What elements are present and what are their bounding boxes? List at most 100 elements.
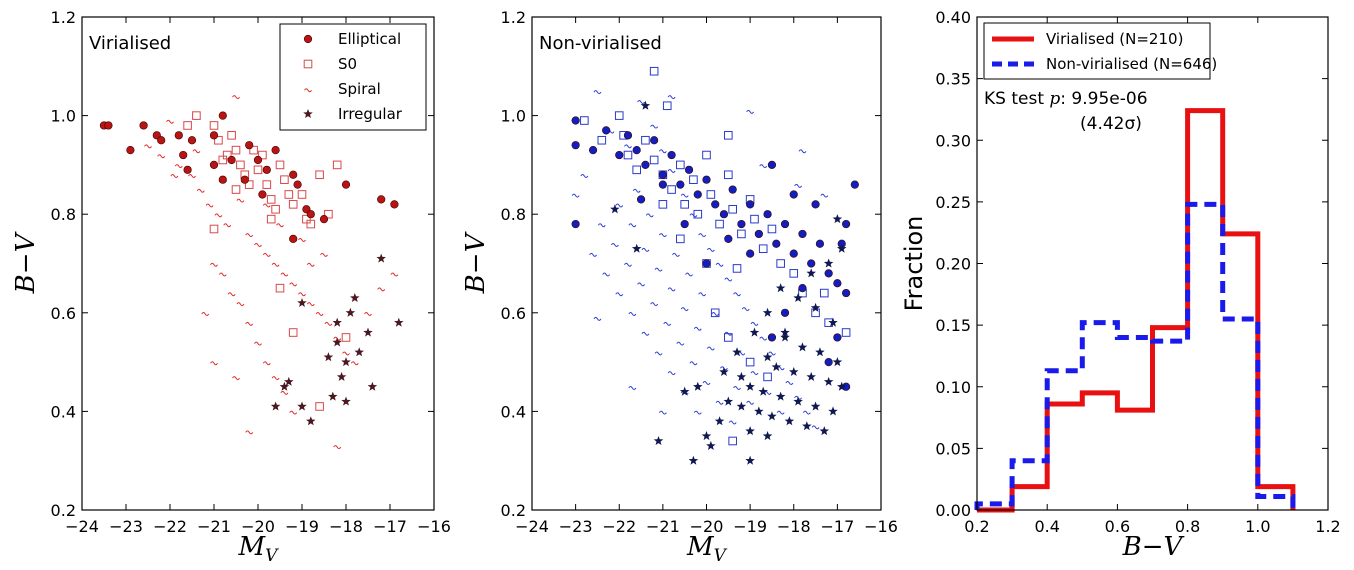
point-irregular	[341, 357, 351, 367]
legend: Elliptical S0 Spiral Irregular	[279, 23, 427, 131]
point-s0	[841, 328, 851, 337]
point-irregular	[354, 347, 364, 357]
point-s0	[641, 135, 650, 145]
point-spiral	[698, 233, 707, 238]
point-spiral	[628, 312, 637, 316]
point-s0	[676, 234, 685, 244]
point-elliptical	[667, 150, 676, 160]
point-spiral	[680, 193, 689, 198]
point-spiral	[624, 144, 632, 149]
point-spiral	[610, 242, 619, 247]
point-s0	[658, 200, 668, 209]
point-spiral	[289, 410, 298, 415]
point-elliptical	[815, 239, 825, 248]
y-tick-label: 0.8	[51, 205, 76, 224]
x-tick-label: −16	[864, 517, 898, 536]
point-s0	[767, 224, 777, 234]
legend-marker-elliptical	[303, 34, 313, 44]
y-tick-label: 0.20	[935, 255, 971, 274]
point-elliptical	[850, 180, 859, 189]
point-s0	[341, 333, 351, 342]
y-tick-label: 1.0	[51, 107, 76, 126]
point-spiral	[262, 252, 271, 257]
point-irregular	[758, 386, 768, 396]
point-spiral	[174, 164, 183, 169]
point-s0	[244, 180, 254, 189]
point-elliptical	[271, 146, 280, 155]
point-spiral	[811, 425, 820, 430]
point-spiral	[820, 193, 829, 198]
point-elliptical	[636, 195, 646, 204]
legend-box	[983, 22, 1211, 80]
point-spiral	[628, 385, 637, 390]
point-spiral	[315, 312, 324, 316]
x-tick-label: 0.8	[1175, 517, 1200, 536]
y-axis-title: Fraction	[900, 216, 928, 312]
y-tick-label: 1.0	[501, 107, 526, 126]
point-spiral	[702, 381, 711, 386]
point-elliptical	[218, 111, 227, 120]
point-s0	[332, 160, 342, 170]
point-irregular	[745, 426, 755, 436]
point-s0	[724, 170, 733, 180]
point-s0	[271, 204, 280, 214]
point-s0	[680, 200, 689, 209]
point-spiral	[390, 272, 399, 277]
point-s0	[275, 283, 285, 293]
point-s0	[745, 357, 755, 367]
x-tick-label: −21	[646, 517, 680, 536]
point-irregular	[270, 401, 281, 411]
point-spiral	[794, 183, 803, 188]
point-elliptical	[289, 170, 298, 179]
point-elliptical	[807, 259, 816, 268]
point-irregular	[723, 396, 734, 406]
point-elliptical	[390, 200, 399, 209]
y-tick-label: 0.05	[935, 439, 971, 458]
point-spiral	[689, 361, 698, 366]
point-spiral	[693, 326, 702, 331]
y-tick-label: 0.40	[935, 8, 971, 27]
point-elliptical	[571, 141, 580, 150]
x-tick-label: 1.2	[1315, 517, 1340, 536]
point-elliptical	[702, 259, 711, 268]
point-s0	[275, 160, 285, 170]
point-spiral	[658, 410, 667, 415]
point-elliptical	[824, 358, 833, 367]
point-s0	[724, 131, 733, 140]
point-spiral	[306, 302, 315, 307]
point-elliptical	[693, 190, 702, 199]
point-elliptical	[126, 146, 135, 155]
point-irregular	[693, 381, 703, 391]
point-spiral	[650, 124, 659, 129]
point-spiral	[589, 252, 598, 257]
point-spiral	[733, 385, 741, 390]
point-elliptical	[711, 200, 720, 209]
point-irregular	[815, 347, 825, 357]
x-axis-title-sub: V	[265, 546, 279, 566]
point-irregular	[819, 426, 830, 436]
y-tick-label: 0.4	[51, 402, 76, 421]
point-elliptical	[289, 234, 298, 243]
point-spiral	[196, 188, 205, 193]
point-elliptical	[754, 229, 763, 239]
point-irregular	[793, 293, 803, 303]
point-spiral	[798, 149, 807, 154]
point-s0	[649, 66, 659, 76]
point-spiral	[624, 262, 632, 267]
point-spiral	[271, 376, 280, 381]
y-tick-label: 1.2	[501, 8, 526, 27]
point-s0	[258, 150, 267, 160]
point-s0	[693, 209, 703, 219]
series-s0	[580, 66, 851, 446]
point-spiral	[698, 292, 707, 297]
point-spiral	[188, 173, 196, 178]
legend-label: Virialised (N=210)	[1046, 30, 1183, 48]
plot-frame	[531, 16, 882, 511]
point-spiral	[746, 400, 755, 405]
point-spiral	[715, 400, 724, 405]
point-s0	[183, 121, 192, 130]
point-elliptical	[227, 155, 236, 165]
point-s0	[706, 190, 716, 199]
point-irregular	[736, 401, 747, 411]
point-s0	[667, 185, 676, 194]
